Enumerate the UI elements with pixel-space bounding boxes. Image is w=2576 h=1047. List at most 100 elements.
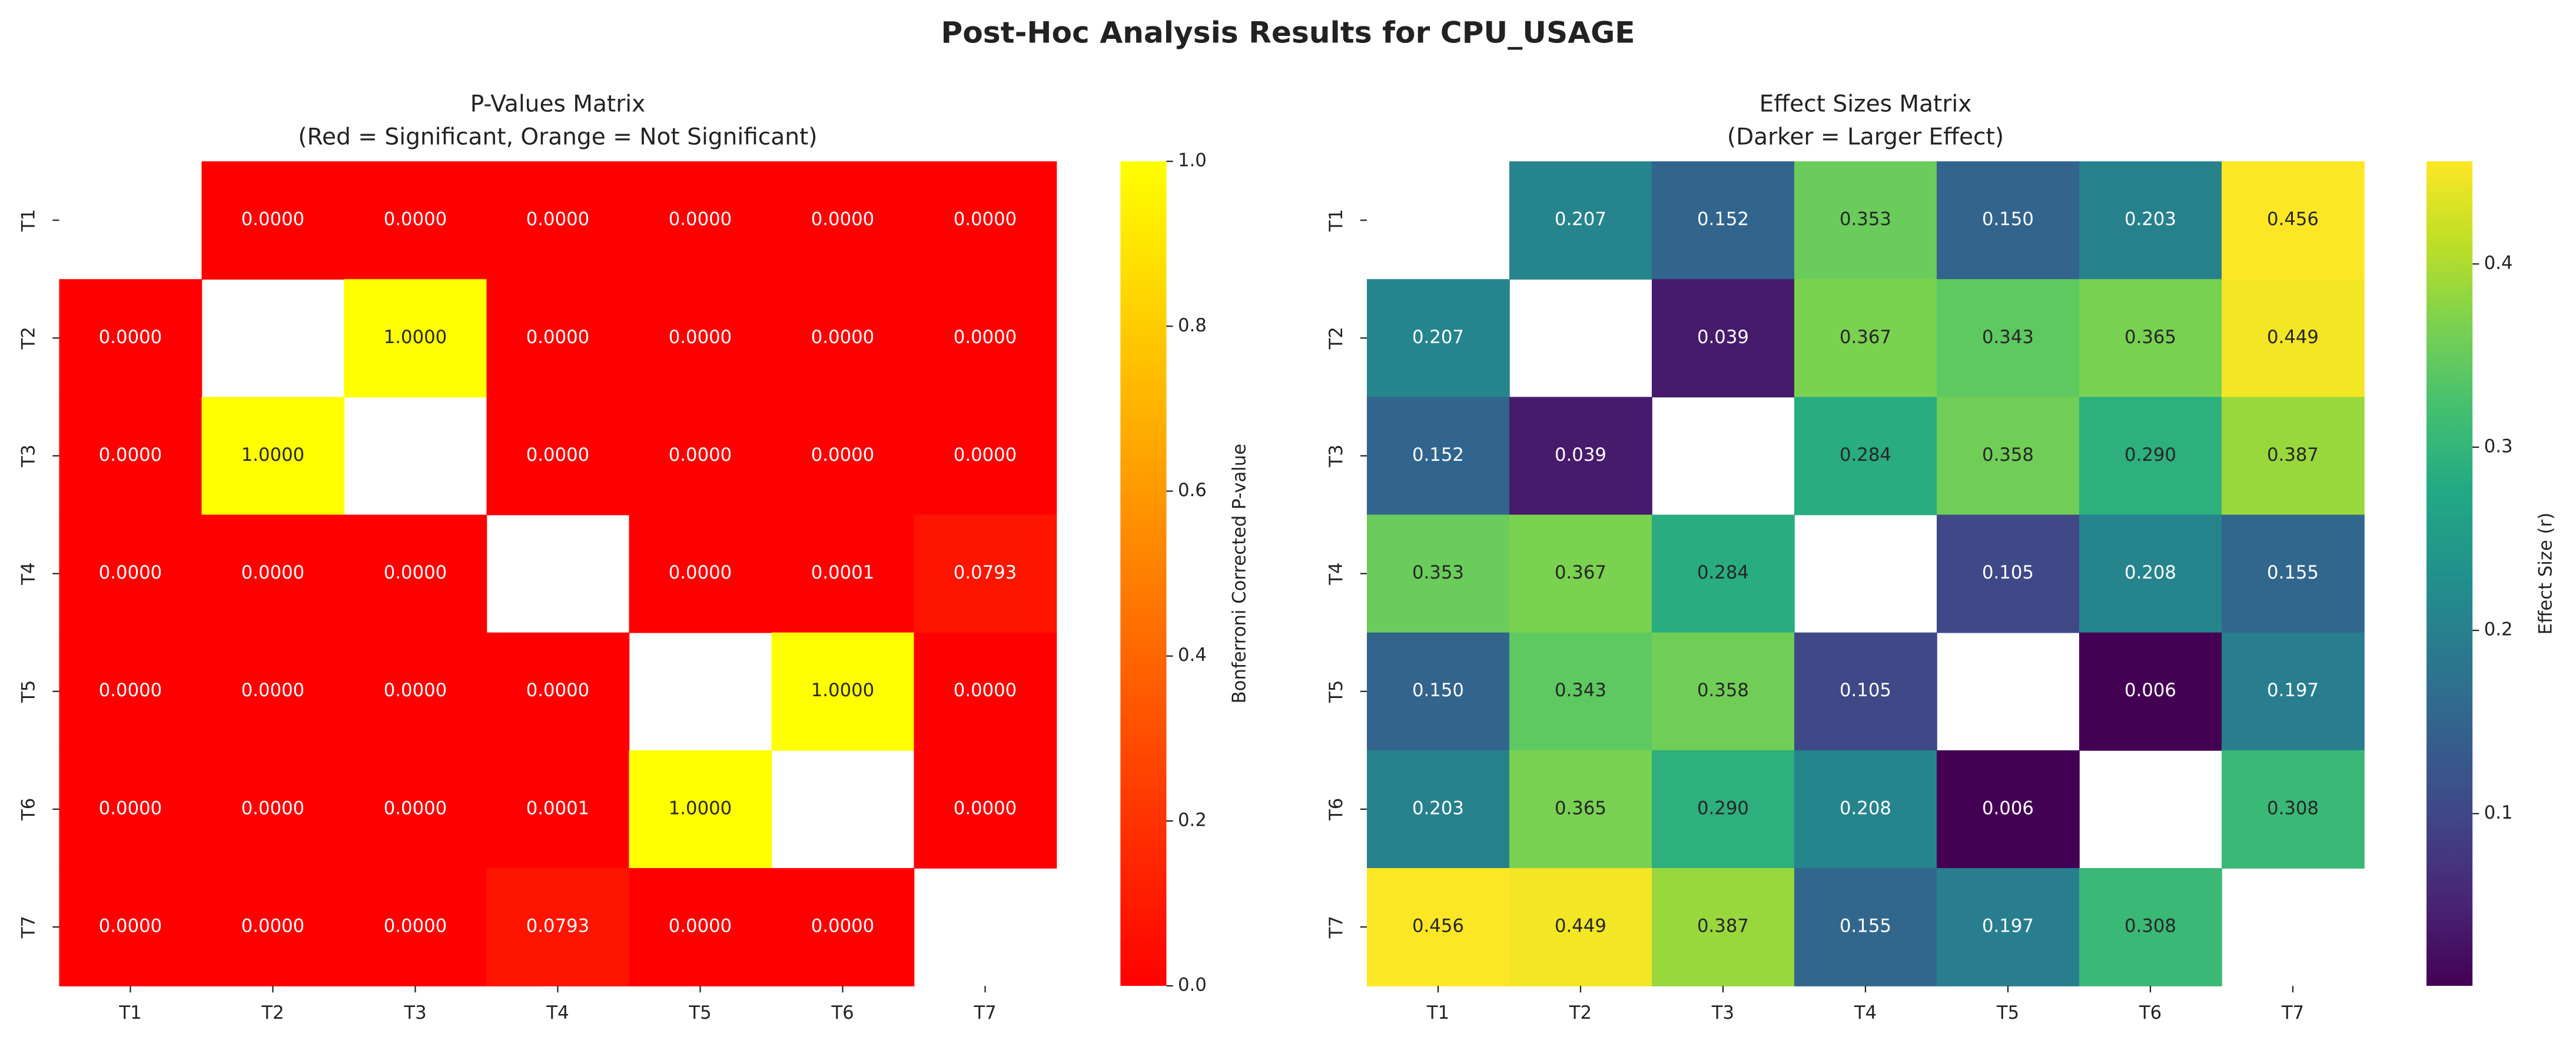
heatmap-cell	[771, 397, 915, 516]
cell-label: 0.0000	[99, 916, 162, 937]
heatmap-cell	[771, 632, 915, 751]
heatmap-cell	[59, 632, 203, 751]
heatmap-cell	[486, 161, 630, 280]
x-tick-label: T7	[2281, 1003, 2304, 1023]
heatmap-cell	[486, 632, 630, 751]
cell-label: 0.0000	[241, 563, 304, 583]
heatmap-cell	[59, 279, 203, 398]
heatmap-cell	[1651, 161, 1795, 280]
colorbar-tick-label: 0.4	[2484, 253, 2513, 274]
heatmap-cell	[1936, 161, 2080, 280]
y-tick-label: T1	[19, 209, 39, 232]
heatmap-cell	[59, 750, 203, 869]
cell-label: 0.0000	[99, 327, 162, 348]
x-tick-label: T3	[403, 1003, 426, 1023]
heatmap-cell	[486, 750, 630, 869]
heatmap-cell	[1509, 397, 1652, 516]
heatmap-cell	[344, 632, 487, 751]
y-tick-label: T4	[19, 562, 39, 585]
cell-label: 0.0000	[954, 445, 1017, 466]
x-tick-label: T1	[1426, 1003, 1449, 1023]
heatmap-cell	[201, 750, 345, 869]
heatmap-cell	[2221, 161, 2365, 280]
heatmap-cell	[2079, 279, 2222, 398]
cell-label: 1.0000	[384, 327, 447, 348]
heatmap-cell	[1509, 867, 1652, 986]
cell-label: 0.0793	[954, 563, 1017, 583]
heatmap-cell	[59, 514, 203, 633]
heatmap-cell	[1366, 867, 1510, 986]
y-tick-label: T3	[1326, 444, 1347, 467]
heatmap-cell	[486, 867, 630, 986]
heatmap-cell	[344, 279, 487, 398]
heatmap-cell	[2079, 632, 2222, 751]
cell-label: 0.105	[1982, 563, 2034, 583]
cell-label: 0.0000	[241, 798, 304, 819]
heatmap-cell	[1936, 397, 2080, 516]
cell-label: 0.358	[1697, 680, 1749, 701]
x-tick-label: T5	[688, 1003, 711, 1023]
cell-label: 0.387	[2267, 445, 2319, 466]
heatmap-cell	[629, 750, 772, 869]
heatmap-cell	[629, 397, 772, 516]
cell-label: 0.152	[1412, 445, 1464, 466]
heatmap-cell	[914, 279, 1057, 398]
heatmap-cell	[914, 750, 1057, 869]
colorbar-tick-label: 0.6	[1178, 480, 1207, 501]
heatmap-cell	[2221, 279, 2365, 398]
cell-label: 0.367	[1840, 327, 1891, 348]
y-tick-label: T5	[1326, 680, 1347, 703]
colorbar-tick-label: 0.3	[2484, 436, 2513, 457]
x-tick-label: T6	[831, 1003, 854, 1023]
cell-label: 1.0000	[669, 798, 732, 819]
heatmap-cell	[1366, 750, 1510, 869]
y-tick-label: T2	[1326, 327, 1347, 350]
heatmap-cell	[771, 161, 915, 280]
cell-label: 0.353	[1412, 563, 1464, 583]
colorbar-tick-label: 1.0	[1178, 151, 1207, 171]
y-tick-label: T4	[1326, 562, 1347, 585]
heatmap-cell	[1794, 397, 1937, 516]
heatmap-cell	[344, 867, 487, 986]
cell-label: 0.207	[1555, 210, 1606, 230]
colorbar-tick-label: 0.4	[1178, 645, 1207, 666]
heatmap-cell	[1509, 514, 1652, 633]
heatmap-cell	[1794, 632, 1937, 751]
heatmap-cell	[1794, 279, 1937, 398]
heatmap-cell	[2221, 397, 2365, 516]
heatmap-cell	[2079, 867, 2222, 986]
cell-label: 0.0000	[384, 798, 447, 819]
cell-label: 0.456	[2267, 210, 2319, 230]
heatmap-cell	[1794, 867, 1937, 986]
cell-label: 0.0001	[811, 563, 874, 583]
heatmap-cell	[2221, 632, 2365, 751]
heatmap-cell	[201, 397, 345, 516]
cell-label: 0.0000	[811, 916, 874, 937]
cell-label: 0.006	[2124, 680, 2176, 701]
cell-label: 0.284	[1697, 563, 1749, 583]
heatmap-cell	[1936, 514, 2080, 633]
cell-label: 0.449	[1555, 916, 1606, 937]
x-tick-label: T7	[973, 1003, 996, 1023]
y-tick-label: T7	[19, 916, 39, 939]
figure-title: Post-Hoc Analysis Results for CPU_USAGE	[941, 15, 1635, 50]
cell-label: 0.152	[1697, 210, 1749, 230]
x-tick-label: T2	[1569, 1003, 1592, 1023]
colorbar	[1120, 161, 1167, 986]
heatmap-cell	[486, 279, 630, 398]
y-tick-label: T2	[19, 327, 39, 350]
cell-label: 0.367	[1555, 563, 1606, 583]
heatmap-cell	[629, 279, 772, 398]
heatmap-cell	[2079, 161, 2222, 280]
cell-label: 0.105	[1840, 680, 1891, 701]
heatmap-cell	[1366, 514, 1510, 633]
heatmap-cell	[1794, 161, 1937, 280]
heatmap-cell	[2221, 514, 2365, 633]
colorbar-tick-label: 0.0	[1178, 975, 1207, 996]
cell-label: 0.006	[1982, 798, 2034, 819]
cell-label: 0.0000	[669, 563, 732, 583]
heatmap-cell	[771, 867, 915, 986]
cell-label: 0.0000	[241, 210, 304, 230]
colorbar	[2426, 161, 2473, 986]
